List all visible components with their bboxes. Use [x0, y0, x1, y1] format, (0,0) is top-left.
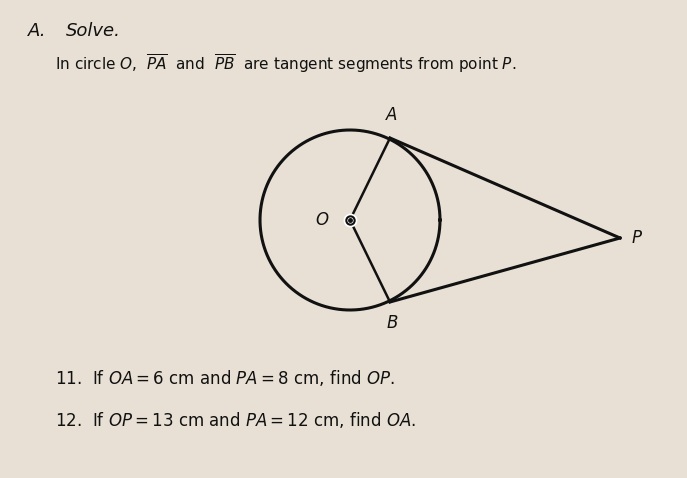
- Text: A.: A.: [28, 22, 47, 40]
- Text: O: O: [315, 211, 328, 229]
- Text: P: P: [632, 229, 642, 247]
- Text: 11.  If $OA = 6$ cm and $PA = 8$ cm, find $OP$.: 11. If $OA = 6$ cm and $PA = 8$ cm, find…: [55, 368, 395, 388]
- Text: In circle $O$,  $\overline{PA}$  and  $\overline{PB}$  are tangent segments from: In circle $O$, $\overline{PA}$ and $\ove…: [55, 52, 517, 75]
- Text: A: A: [386, 106, 398, 124]
- Text: B: B: [386, 314, 398, 332]
- Text: Solve.: Solve.: [66, 22, 121, 40]
- Text: 12.  If $OP = 13$ cm and $PA = 12$ cm, find $OA$.: 12. If $OP = 13$ cm and $PA = 12$ cm, fi…: [55, 410, 416, 430]
